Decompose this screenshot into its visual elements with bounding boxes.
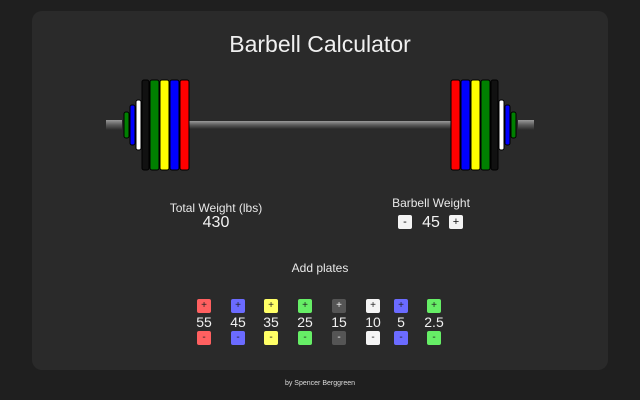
loaded-plate-right xyxy=(480,79,491,171)
loaded-plate-right xyxy=(470,79,481,171)
remove-plate-button[interactable]: - xyxy=(298,331,312,345)
add-plate-button[interactable]: + xyxy=(231,299,245,313)
plate-weight-label: 35 xyxy=(263,314,279,330)
loaded-plate-left xyxy=(123,111,130,139)
add-plate-button[interactable]: + xyxy=(197,299,211,313)
loaded-plate-right xyxy=(490,79,499,171)
barbell-weight-value: 45 xyxy=(422,214,440,231)
plate-control: +35- xyxy=(255,299,287,345)
calculator-card xyxy=(32,11,608,370)
remove-plate-button[interactable]: - xyxy=(394,331,408,345)
loaded-plate-left xyxy=(141,79,150,171)
loaded-plate-right xyxy=(504,104,511,146)
page-title: Barbell Calculator xyxy=(229,31,411,57)
barbell-increment-button[interactable]: + xyxy=(449,215,463,229)
remove-plate-button[interactable]: - xyxy=(366,331,380,345)
add-plate-button[interactable]: + xyxy=(394,299,408,313)
add-plate-button[interactable]: + xyxy=(298,299,312,313)
remove-plate-button[interactable]: - xyxy=(332,331,346,345)
remove-plate-button[interactable]: - xyxy=(264,331,278,345)
plate-control: +45- xyxy=(222,299,254,345)
remove-plate-button[interactable]: - xyxy=(197,331,211,345)
plate-weight-label: 5 xyxy=(397,314,405,330)
bar-right-sleeve xyxy=(518,120,534,130)
add-plate-button[interactable]: + xyxy=(366,299,380,313)
plate-weight-label: 55 xyxy=(196,314,212,330)
loaded-plate-right xyxy=(498,99,505,151)
barbell-decrement-button[interactable]: - xyxy=(398,215,412,229)
plate-control: +2.5- xyxy=(418,299,450,345)
plate-weight-label: 10 xyxy=(365,314,381,330)
plate-control: +15- xyxy=(323,299,355,345)
add-plate-button[interactable]: + xyxy=(332,299,346,313)
barbell-weight-label: Barbell Weight xyxy=(392,196,470,210)
total-weight-value: 430 xyxy=(202,214,230,231)
footer-credit: by Spencer Berggreen xyxy=(284,380,356,387)
plate-weight-label: 25 xyxy=(297,314,313,330)
add-plate-button[interactable]: + xyxy=(264,299,278,313)
loaded-plate-right xyxy=(450,79,461,171)
remove-plate-button[interactable]: - xyxy=(427,331,441,345)
remove-plate-button[interactable]: - xyxy=(231,331,245,345)
loaded-plate-right xyxy=(460,79,471,171)
loaded-plate-left xyxy=(169,79,180,171)
loaded-plate-left xyxy=(179,79,190,171)
plate-weight-label: 15 xyxy=(331,314,347,330)
total-weight-label: Total Weight (lbs) xyxy=(169,201,263,215)
plate-control: +25- xyxy=(289,299,321,345)
add-plates-heading: Add plates xyxy=(291,261,349,275)
plate-control: +10- xyxy=(357,299,389,345)
loaded-plate-left xyxy=(159,79,170,171)
plate-weight-label: 45 xyxy=(230,314,246,330)
loaded-plate-left xyxy=(135,99,142,151)
loaded-plate-left xyxy=(149,79,160,171)
plate-control: +55- xyxy=(188,299,220,345)
bar-left-sleeve xyxy=(106,120,122,130)
plate-control: +5- xyxy=(385,299,417,345)
loaded-plate-left xyxy=(129,104,136,146)
plate-weight-label: 2.5 xyxy=(424,314,444,330)
add-plate-button[interactable]: + xyxy=(427,299,441,313)
bar-shaft xyxy=(185,121,455,129)
loaded-plate-right xyxy=(510,111,517,139)
